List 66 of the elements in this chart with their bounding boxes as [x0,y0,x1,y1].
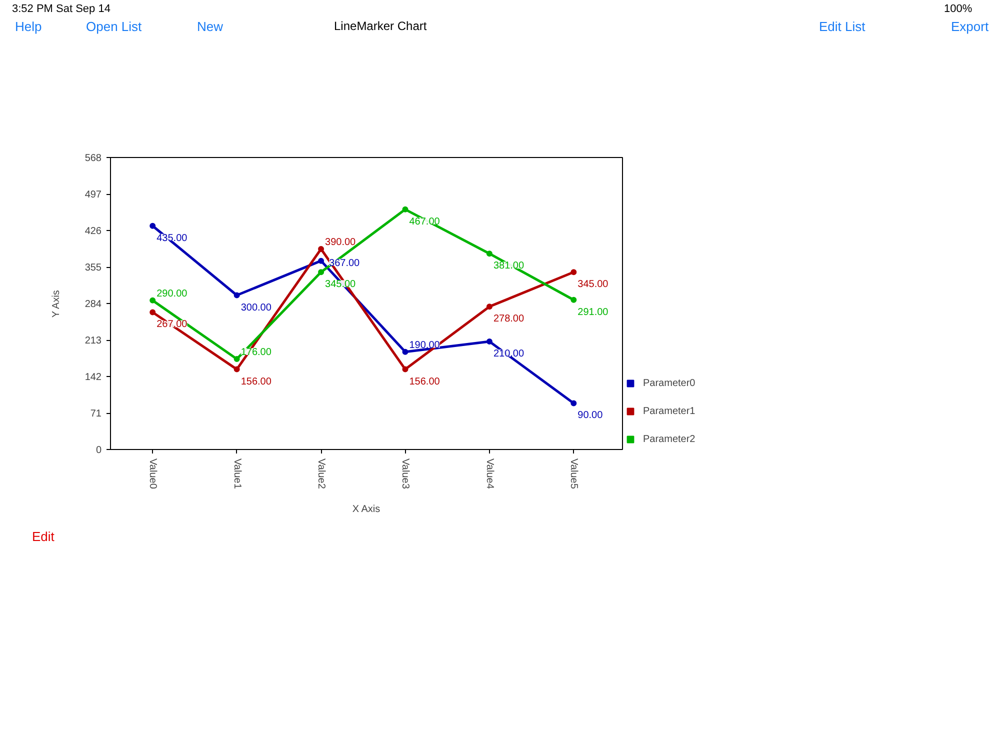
text: Edit [32,528,54,546]
point [570,400,577,406]
y-tick-label: 568 [84,153,102,164]
point [486,250,492,257]
text: 3:52 PM [12,2,53,17]
data-label: 156.00 [409,376,440,388]
data-label: 190.00 [409,340,440,351]
point [486,304,492,310]
text: Help [15,18,42,36]
point [150,222,156,229]
data-label: 381.00 [493,260,524,272]
y-axis-title: Y Axis [50,290,62,318]
text: Sat Sep 14 [56,2,110,17]
point [318,246,324,252]
data-label: 90.00 [578,410,604,422]
text: Open List [86,18,142,36]
data-label: 278.00 [493,314,524,325]
data-label: 210.00 [493,348,524,360]
chart-title: LineMarker Chart [334,18,427,35]
x-axis-title: X Axis [352,504,380,515]
y-tick-label: 213 [84,336,102,346]
data-label: 390.00 [325,237,356,248]
data-label: 156.00 [240,376,272,388]
data-label: 345.00 [325,279,356,290]
point [150,309,156,316]
y-tick-label: 71 [90,408,102,420]
data-label: 267.00 [156,319,188,330]
data-label: 300.00 [240,302,272,314]
point [150,297,156,304]
data-label: 291.00 [578,306,609,318]
y-tick-label: 497 [84,190,102,200]
point [402,206,408,212]
point [570,269,577,276]
point [402,348,408,355]
x-tick-label: Value2 [316,458,327,490]
data-label: 176.00 [240,347,272,358]
point [234,366,240,372]
text: Export [951,18,989,36]
x-tick-label: Value1 [231,458,242,490]
data-label: 467.00 [409,216,440,228]
x-tick-label: Value4 [484,458,495,490]
data-label: 435.00 [156,232,188,244]
data-label: 290.00 [156,288,188,300]
y-tick-label: 284 [84,299,102,310]
x-tick-label: Value3 [400,458,411,490]
y-tick-label: 0 [96,445,102,456]
y-tick-label: 426 [84,226,102,237]
text: Edit List [819,18,866,36]
point [486,338,492,345]
data-label: 367.00 [329,258,360,269]
data-label: 345.00 [578,279,609,290]
point [234,356,240,362]
x-tick-label: Value5 [568,458,580,490]
point [570,296,577,303]
point [402,366,408,372]
text: New [197,18,224,36]
y-tick-label: 142 [84,372,102,383]
legend-label: Parameter2 [643,434,696,444]
point [234,292,240,298]
legend-label: Parameter0 [643,378,696,388]
text: 100% [944,2,972,17]
x-tick-label: Value0 [147,458,158,490]
legend-label: Parameter1 [643,406,696,416]
point [318,269,324,276]
y-tick-label: 355 [84,262,102,274]
point [318,258,324,264]
